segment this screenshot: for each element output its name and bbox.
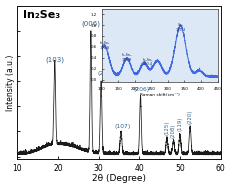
X-axis label: 2θ (Degree): 2θ (Degree) bbox=[92, 174, 146, 184]
Text: (208): (208) bbox=[171, 123, 176, 138]
Y-axis label: Intensity (a.u.): Intensity (a.u.) bbox=[6, 54, 15, 111]
Text: (103): (103) bbox=[45, 57, 64, 64]
Text: (006): (006) bbox=[81, 20, 100, 27]
Text: (125): (125) bbox=[164, 121, 169, 135]
Text: In₂Se₃: In₂Se₃ bbox=[23, 10, 61, 20]
Text: (202): (202) bbox=[97, 71, 113, 76]
Text: (107): (107) bbox=[114, 124, 130, 129]
Text: (220): (220) bbox=[188, 110, 193, 124]
Text: (119): (119) bbox=[177, 117, 182, 132]
Text: (206): (206) bbox=[133, 88, 149, 92]
